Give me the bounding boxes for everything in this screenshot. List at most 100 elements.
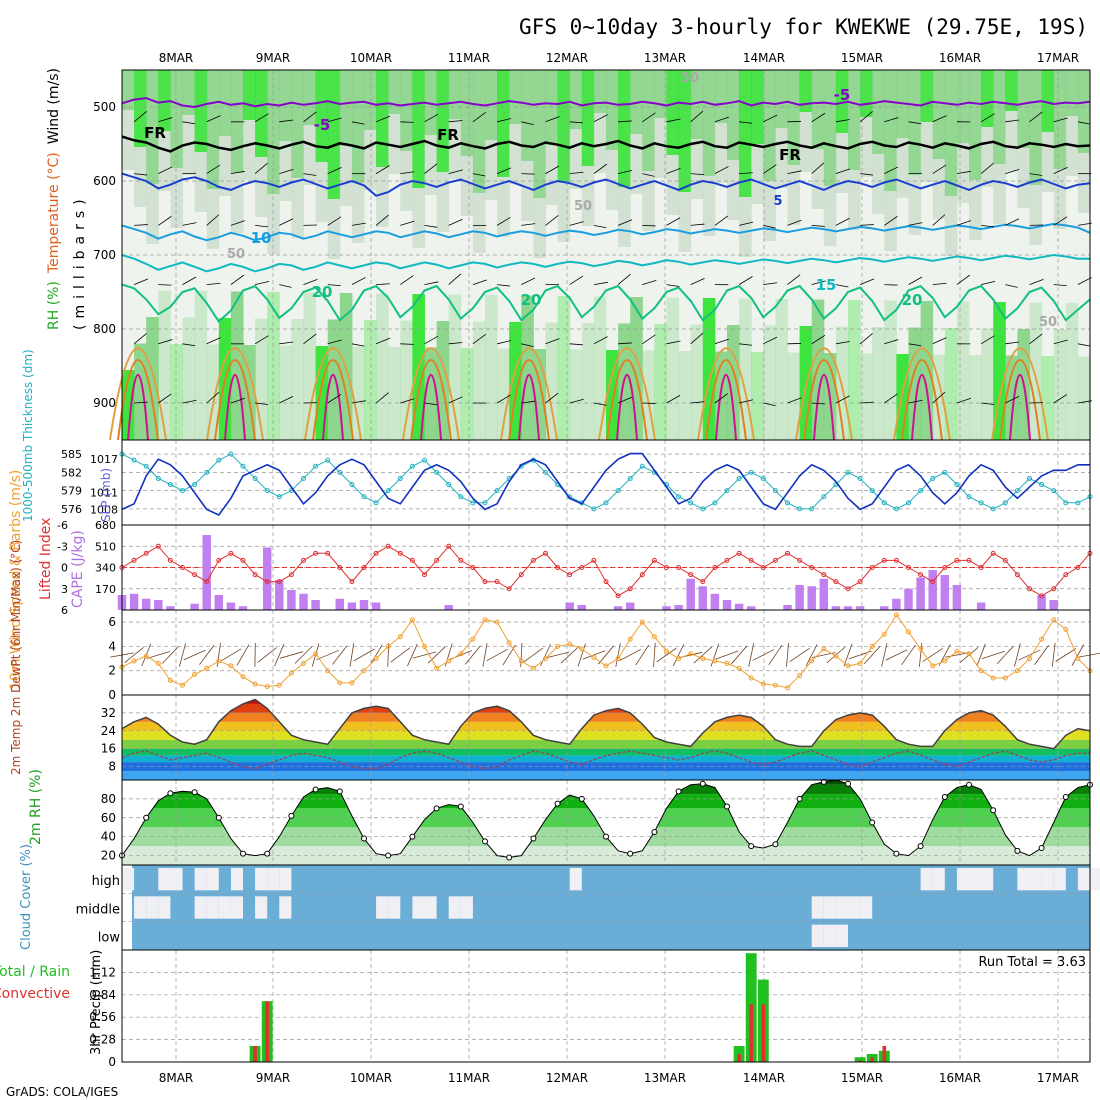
date-label-bottom: 9MAR <box>256 1071 291 1085</box>
wind-barb <box>805 644 818 666</box>
li-point <box>809 565 815 570</box>
wind-speed-point <box>736 665 742 671</box>
wind-speed-point <box>579 646 585 652</box>
wind-speed-point <box>845 663 851 669</box>
thickness-point <box>204 469 210 475</box>
cape-bar <box>843 606 853 610</box>
wind-barb <box>763 336 778 345</box>
cloud-cell-middle <box>412 896 425 919</box>
cape-tick-label: 510 <box>95 540 116 553</box>
wind-speed-point <box>506 640 512 646</box>
rh-band <box>835 70 849 133</box>
li-point <box>664 565 669 570</box>
li-point <box>167 557 173 563</box>
cloud-cell-high <box>158 868 171 891</box>
wind-barb <box>230 397 246 404</box>
li-point <box>906 565 911 570</box>
rh-band <box>388 70 401 114</box>
rh-point <box>893 850 900 857</box>
li-point <box>530 557 536 563</box>
cloud-cell-middle <box>811 896 824 919</box>
rh-band <box>1041 70 1055 132</box>
rh-band <box>702 298 716 440</box>
wind-barb <box>303 279 318 285</box>
wind-barb <box>400 398 415 404</box>
li-point <box>881 557 887 563</box>
rh-point <box>312 786 319 793</box>
rh-band <box>291 70 304 178</box>
li-point <box>700 579 706 585</box>
rh-band <box>956 70 970 143</box>
wind-barb <box>1029 279 1044 285</box>
li-point <box>978 565 984 570</box>
wind-speed-point <box>409 617 415 623</box>
wind-barb <box>666 168 681 174</box>
rh-point <box>506 854 513 861</box>
li-point <box>966 557 972 563</box>
li-line <box>121 545 1091 597</box>
wind-barb <box>545 215 559 226</box>
thickness-point <box>1002 500 1008 506</box>
rh-band <box>690 324 704 440</box>
cloud-cell-middle <box>424 896 437 919</box>
rh-band <box>654 324 667 440</box>
rh-point <box>1014 847 1021 854</box>
rh-band <box>690 139 704 199</box>
thickness-point <box>167 482 173 488</box>
precip-convective-bar <box>253 1046 257 1062</box>
slp-ylabel: SLP (mb) <box>99 468 113 522</box>
rh-band <box>739 197 752 257</box>
wind-speed-point <box>216 658 222 664</box>
wind-speed-point <box>954 648 960 654</box>
rh-band <box>339 146 353 206</box>
wind-barb <box>690 332 704 345</box>
wind-barb <box>230 170 245 174</box>
wind-barb <box>375 337 391 345</box>
wind-speed-point <box>1051 617 1057 623</box>
wind-barb <box>279 651 304 659</box>
wind-barb <box>327 216 342 226</box>
precip-convective-bar <box>761 1004 766 1062</box>
wind-speed-point <box>857 660 863 666</box>
wind-barb <box>206 282 221 285</box>
precip-tick-label: 0.56 <box>89 1010 116 1024</box>
wind-barb <box>1077 277 1092 285</box>
cloud-cell-high <box>255 868 268 891</box>
li-point <box>893 557 899 563</box>
cloud-cell-high <box>230 868 243 891</box>
isotherm-5 <box>121 172 1091 197</box>
wind-barb <box>642 334 656 345</box>
wind-speed-point <box>422 643 427 649</box>
rh-point <box>699 780 706 787</box>
rh-band <box>472 193 486 253</box>
wind-barb <box>1005 341 1020 345</box>
rh-band <box>279 345 292 440</box>
thickness-point <box>736 475 742 481</box>
cape-bar <box>722 600 732 610</box>
li-point <box>954 557 960 563</box>
rh-band <box>678 70 692 192</box>
rh-band <box>497 177 510 237</box>
rh-band <box>860 353 873 440</box>
cloud-cell-middle <box>835 896 848 919</box>
li-point <box>1014 572 1020 578</box>
cape-tick-label: 170 <box>95 583 116 596</box>
thickness-point <box>409 463 415 469</box>
cloud-level-label: high <box>92 874 120 889</box>
wind-barb <box>427 646 446 664</box>
rh-point <box>724 803 730 810</box>
thickness-point <box>591 506 597 512</box>
contour-label: 10 <box>251 229 272 247</box>
li-point <box>422 572 427 578</box>
cape-bar <box>226 602 236 610</box>
rh-ylabel: 2m RH (%) <box>28 769 44 845</box>
wind-barb <box>375 115 391 123</box>
rh-band <box>884 70 897 191</box>
thickness-point <box>276 494 282 500</box>
rh-band <box>1017 148 1030 208</box>
wind-barb <box>230 274 245 285</box>
wind-barb <box>521 173 535 175</box>
wind-barb <box>472 334 487 345</box>
surface-isotherm <box>214 359 256 441</box>
rh-point <box>336 788 343 795</box>
